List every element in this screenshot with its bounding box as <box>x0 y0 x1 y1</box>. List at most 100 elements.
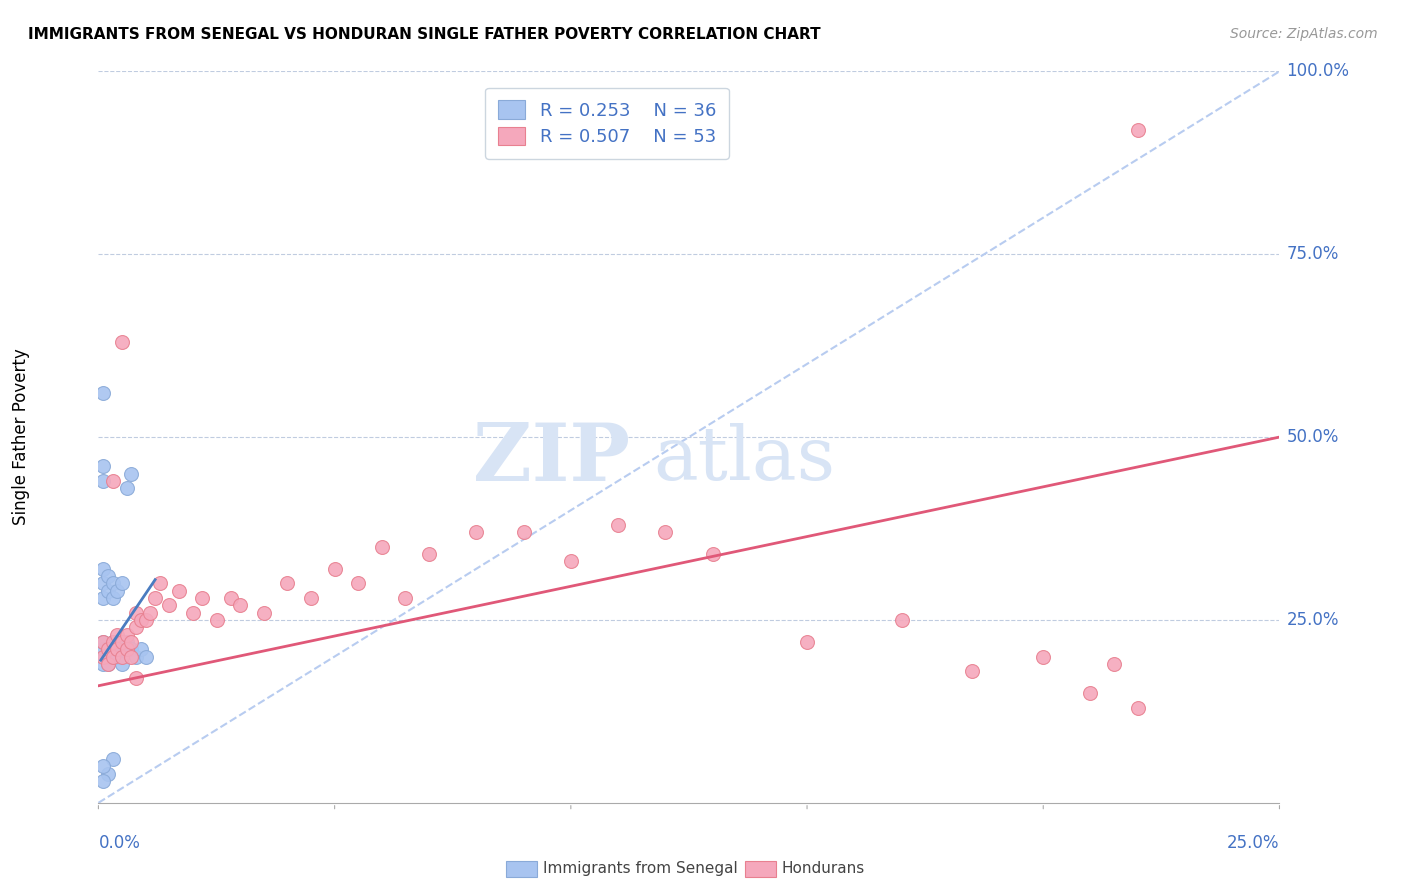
Point <box>91 591 114 605</box>
Point <box>125 606 148 620</box>
Text: 25.0%: 25.0% <box>1227 834 1279 852</box>
Text: 50.0%: 50.0% <box>1286 428 1339 446</box>
Point <box>97 649 120 664</box>
Point <box>111 635 134 649</box>
Point <box>115 635 138 649</box>
Point <box>97 657 120 671</box>
Point <box>149 576 172 591</box>
Point <box>91 773 114 788</box>
Point <box>101 649 124 664</box>
Point <box>962 664 984 678</box>
Point <box>115 481 138 495</box>
Text: 100.0%: 100.0% <box>1286 62 1350 80</box>
Point <box>91 635 114 649</box>
Point <box>105 642 128 657</box>
Point <box>1126 700 1149 714</box>
Point <box>205 613 228 627</box>
Point <box>167 583 190 598</box>
Point <box>1080 686 1102 700</box>
Point <box>111 642 134 657</box>
Point <box>253 606 276 620</box>
Point <box>101 474 124 488</box>
Text: Source: ZipAtlas.com: Source: ZipAtlas.com <box>1230 27 1378 41</box>
Point <box>121 642 143 657</box>
Point <box>129 642 152 657</box>
Point <box>371 540 394 554</box>
Point <box>219 591 242 605</box>
Point <box>101 576 124 591</box>
Point <box>125 620 148 634</box>
Point <box>91 649 114 664</box>
Point <box>121 467 143 481</box>
Point <box>97 766 120 780</box>
Point <box>347 576 370 591</box>
Point <box>560 554 582 568</box>
Point <box>91 642 114 657</box>
Point <box>97 642 120 657</box>
Point <box>1032 649 1054 664</box>
Point <box>91 759 114 773</box>
Point <box>121 635 143 649</box>
Text: 0.0%: 0.0% <box>98 834 141 852</box>
Point <box>111 334 134 349</box>
Point <box>418 547 440 561</box>
Point <box>157 599 180 613</box>
Point <box>97 583 120 598</box>
Point <box>101 752 124 766</box>
Point <box>796 635 818 649</box>
Point <box>101 635 124 649</box>
Point <box>91 474 114 488</box>
Point <box>105 583 128 598</box>
Point <box>91 635 114 649</box>
Point <box>111 649 134 664</box>
Point <box>229 599 252 613</box>
Point <box>181 606 204 620</box>
Point <box>323 562 346 576</box>
Point <box>91 576 114 591</box>
Text: IMMIGRANTS FROM SENEGAL VS HONDURAN SINGLE FATHER POVERTY CORRELATION CHART: IMMIGRANTS FROM SENEGAL VS HONDURAN SING… <box>28 27 821 42</box>
Point <box>115 627 138 641</box>
Text: Single Father Poverty: Single Father Poverty <box>13 349 30 525</box>
Legend: R = 0.253    N = 36, R = 0.507    N = 53: R = 0.253 N = 36, R = 0.507 N = 53 <box>485 87 728 159</box>
Point <box>512 525 534 540</box>
Text: Immigrants from Senegal: Immigrants from Senegal <box>543 862 738 876</box>
Point <box>125 672 148 686</box>
Point <box>97 569 120 583</box>
Point <box>105 627 128 641</box>
Point <box>607 517 630 532</box>
Text: atlas: atlas <box>654 423 835 496</box>
Point <box>654 525 676 540</box>
Point <box>105 642 128 657</box>
Text: 75.0%: 75.0% <box>1286 245 1339 263</box>
Point <box>465 525 488 540</box>
Point <box>97 657 120 671</box>
Text: 25.0%: 25.0% <box>1286 611 1339 629</box>
Point <box>702 547 724 561</box>
Point <box>135 649 157 664</box>
Point <box>91 649 114 664</box>
Point <box>1126 123 1149 137</box>
Point <box>394 591 416 605</box>
Point <box>115 642 138 657</box>
Point <box>91 386 114 401</box>
Point <box>101 649 124 664</box>
Point <box>129 613 152 627</box>
Point <box>91 562 114 576</box>
Point <box>143 591 166 605</box>
Point <box>111 657 134 671</box>
Point <box>111 576 134 591</box>
Point <box>890 613 912 627</box>
Text: Hondurans: Hondurans <box>782 862 865 876</box>
Point <box>101 591 124 605</box>
Point <box>125 649 148 664</box>
Point <box>135 613 157 627</box>
Point <box>121 649 143 664</box>
Point <box>91 657 114 671</box>
Point <box>299 591 322 605</box>
Point <box>139 606 162 620</box>
Point <box>97 642 120 657</box>
Text: ZIP: ZIP <box>472 420 630 498</box>
Point <box>276 576 298 591</box>
Point <box>91 459 114 474</box>
Point <box>101 635 124 649</box>
